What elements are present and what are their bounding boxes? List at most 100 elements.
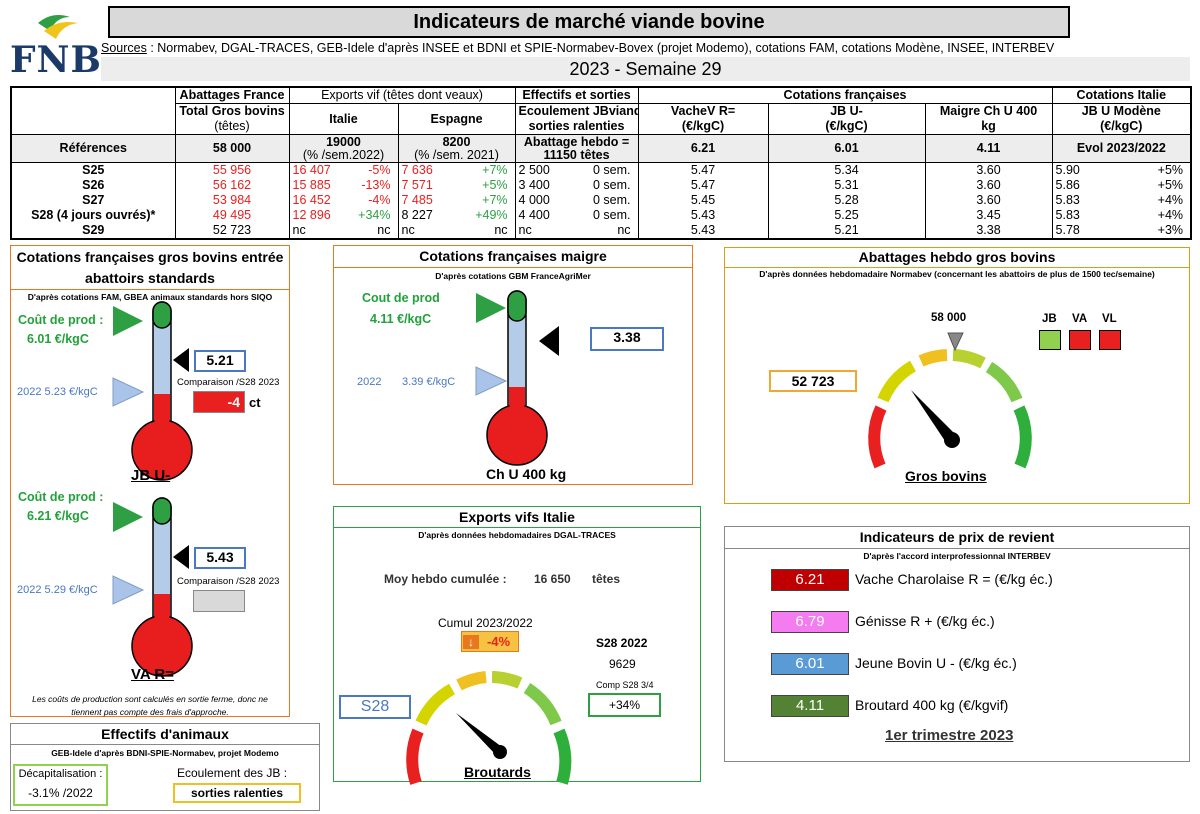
- market-table: Abattages France Exports vif (têtes dont…: [10, 86, 1193, 240]
- cell-mod: 5.78 +3%: [1051, 223, 1193, 240]
- va-cout-label: Coût de prod :: [18, 490, 104, 504]
- cell-effs: 0 sem.: [593, 178, 631, 192]
- cell-es: 7 485 +7%: [397, 193, 516, 208]
- exports-moy-value: 16 650: [534, 572, 571, 586]
- sub-total-gros-bovins: Total Gros bovins: [174, 103, 290, 119]
- panel-revient-subtitle: D'après l'accord interprofessionnal INTE…: [863, 551, 1051, 561]
- cell-split: 3 400 0 sem.: [519, 178, 635, 193]
- cell-split: nc nc: [519, 223, 635, 237]
- ref-modene: Evol 2023/2022: [1051, 134, 1193, 163]
- cell-it: 15 885 -13%: [288, 178, 399, 193]
- va-label: VA R=: [131, 666, 174, 683]
- maigre-2022-marker: [475, 366, 508, 396]
- va-cost-marker: [113, 502, 143, 532]
- ref-maigre: 4.11: [924, 134, 1053, 163]
- cell-split: 4 000 0 sem.: [519, 193, 635, 208]
- abattages-needle: [911, 390, 955, 444]
- panel-effectifs: Effectifs d'animaux GEB-Idele d'après BD…: [10, 723, 320, 811]
- jb-current-marker: [173, 348, 189, 372]
- legend-label-va: VA: [1072, 313, 1088, 325]
- cost-note: Les coûts de production sont calculés en…: [11, 693, 289, 719]
- panel-exports-title: Exports vifs Italie: [334, 507, 700, 528]
- cell-maigre: 3.45: [924, 208, 1053, 223]
- cell-eff: 3 400: [518, 178, 550, 192]
- cell-itp: nc: [377, 223, 391, 237]
- cell-mod: 5.83 +4%: [1051, 208, 1193, 223]
- panel-maigre-title: Cotations françaises maigre: [334, 246, 692, 268]
- header-effectifs: Effectifs et sorties: [514, 86, 639, 104]
- cost-note-1: Les coûts de production sont calculés en…: [32, 694, 268, 704]
- header-cotations-it: Cotations Italie: [1051, 86, 1193, 104]
- cell-jb: 5.31: [767, 178, 926, 193]
- panel-effectifs-subtitle: GEB-Idele d'après BDNI-SPIE-Normabev, pr…: [51, 748, 279, 758]
- cell-eff: 2 500 0 sem.: [514, 162, 639, 178]
- cell-es: 7 636: [401, 163, 433, 177]
- sub-ecoulement: Ecoulement JBviande :: [514, 103, 639, 119]
- va-diff: [193, 590, 245, 612]
- panel-revient-title: Indicateurs de prix de revient: [725, 527, 1189, 549]
- jb-cout-label: Coût de prod :: [18, 313, 104, 327]
- ref-label: Références: [10, 134, 176, 163]
- jb-ref-2022: 2022 5.23 €/kgC: [17, 386, 98, 398]
- legend-swatch-va: [1069, 330, 1091, 350]
- cell-eff: 4 400: [518, 208, 550, 222]
- cell-es: 7 571 +5%: [397, 178, 516, 193]
- exports-cumul-value: -4%: [486, 634, 511, 649]
- cell-mod: 5.83: [1055, 208, 1080, 222]
- cell-effs: 0 sem.: [593, 208, 631, 222]
- sub-maigre: Maigre Ch U 400: [924, 103, 1053, 119]
- maigre-cout-label: Cout de prod: [362, 291, 440, 305]
- cell-effs: 0 sem.: [593, 193, 631, 207]
- cell-jb: 5.25: [767, 208, 926, 223]
- cell-mod: 5.83 +4%: [1051, 193, 1193, 208]
- cell-it: 16 452 -4%: [288, 193, 399, 208]
- table-row: S28 (4 jours ouvrés)* 49 495 12 896 +34% 8 2…: [10, 208, 1193, 223]
- cell-split: 12 896 +34%: [293, 208, 395, 223]
- ref-abattages: 58 000: [174, 134, 290, 163]
- cell-eff: 4 400 0 sem.: [514, 208, 639, 223]
- ref-italie-note: (% /sem.2022): [302, 147, 385, 162]
- cell-week: S25: [10, 162, 176, 178]
- ref-espagne: 8200 (% /sem. 2021): [397, 134, 516, 163]
- jb-cout-value: 6.01 €/kgC: [27, 332, 89, 346]
- cell-es: 8 227 +49%: [397, 208, 516, 223]
- title-line-2: abattoirs standards: [85, 270, 215, 286]
- cell-es: 7 571: [401, 178, 433, 192]
- cell-maigre: 3.38: [924, 223, 1053, 240]
- cell-split: 16 407 -5%: [293, 163, 395, 178]
- cell-modp: +4%: [1157, 193, 1184, 207]
- ref-italie: 19000 (% /sem.2022): [288, 134, 399, 163]
- cell-maigre: 3.60: [924, 193, 1053, 208]
- cell-it: 12 896: [292, 208, 331, 222]
- cell-eff: 4 000 0 sem.: [514, 193, 639, 208]
- exports-s28-label: S28 2022: [596, 636, 648, 650]
- va-2022-marker: [112, 575, 145, 605]
- cell-it: 15 885: [292, 178, 331, 192]
- table-row: S29 52 723 nc nc nc nc nc nc 5.43 5.21 3.38 5.78 +3%: [10, 223, 1193, 240]
- week-banner: 2023 - Semaine 29: [101, 57, 1190, 81]
- cell-split: 15 885 -13%: [293, 178, 395, 193]
- cell-split: 7 636 +7%: [402, 163, 512, 178]
- cell-es: 8 227: [401, 208, 433, 222]
- exports-needle: [456, 713, 502, 755]
- cell-esp: +49%: [475, 208, 508, 222]
- revient-label: Broutard 400 kg (€/kgvif): [855, 697, 1009, 713]
- sub-unit-modene: (€/kgC): [1051, 119, 1193, 135]
- exports-cumul-box: ↓ -4%: [461, 631, 519, 652]
- ref-jb: 6.01: [767, 134, 926, 163]
- exports-week: S28: [339, 695, 411, 719]
- cell-vache: 5.43: [637, 223, 769, 240]
- cell-maigre: 3.60: [924, 178, 1053, 193]
- cell-mod: 5.78: [1055, 223, 1080, 237]
- revient-value: 6.01: [771, 653, 849, 675]
- panel-maigre-subtitle: D'après cotations GBM FranceAgriMer: [435, 271, 591, 281]
- ref-effectifs-1: Abattage hebdo =: [523, 134, 630, 149]
- revient-value: 4.11: [771, 695, 849, 717]
- cell-esp: +7%: [482, 163, 508, 177]
- cell-modp: +3%: [1157, 223, 1184, 237]
- cell-mod: 5.86: [1055, 178, 1080, 192]
- jb-value: 5.21: [194, 350, 246, 372]
- cell-eff: 2 500: [518, 163, 550, 177]
- exports-comp-label: Comp S28 3/4: [596, 680, 654, 690]
- panel-gros-bovins: Cotations françaises gros bovins entrée a…: [10, 245, 290, 717]
